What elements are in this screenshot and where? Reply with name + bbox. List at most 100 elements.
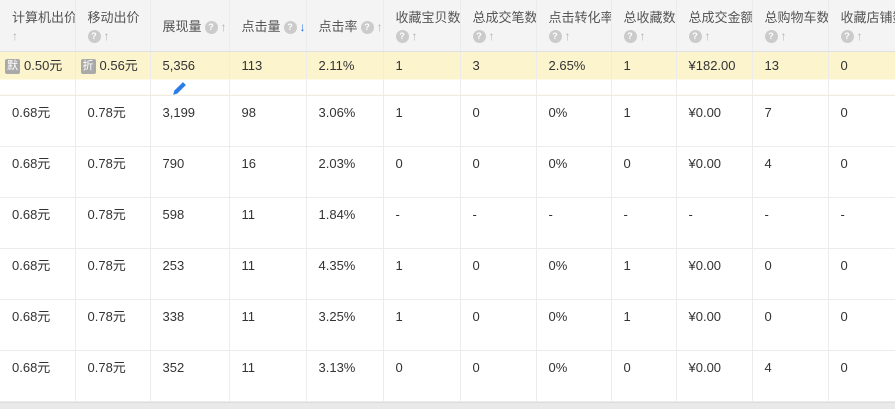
table-row: 0.68元 0.78元 338 11 3.25% 1 0 0% 1 ¥0.00 0 0 [0,299,895,351]
cell-shop_favs: 0 [828,350,895,402]
sort-ascending-icon[interactable]: ↑ [411,28,418,43]
help-icon[interactable]: ? [764,29,778,43]
cell-pc_bid[interactable]: 默 0.50元 [0,51,76,96]
help-icon[interactable]: ? [360,21,374,35]
cell-value: ¥0.00 [688,257,722,273]
sort-ascending-icon[interactable]: ↑ [639,28,646,43]
column-header-clicks[interactable]: 点击量? ↓ [229,0,307,52]
horizontal-scrollbar-track[interactable] [0,401,895,409]
cell-value: 0 [395,155,403,171]
cell-shop_favs: 0 [828,248,895,300]
sort-ascending-icon[interactable]: ↑ [376,20,383,35]
cell-fav_items: 1 [383,299,461,351]
cell-value: - [840,206,845,222]
column-header-ctr[interactable]: 点击率? ↑ [306,0,384,52]
cell-value: 3.06% [318,104,356,120]
cell-conv_rate: 0% [536,299,612,351]
cell-value: 3,199 [162,104,196,120]
cell-value: ¥0.00 [688,155,722,171]
column-header-gmv[interactable]: 总成交金额? ↑ [676,0,753,52]
cell-value: 11 [241,359,256,375]
help-icon[interactable]: ? [623,29,637,43]
cell-value: 0 [764,308,772,324]
sort-ascending-icon[interactable]: ↑ [488,28,495,43]
column-label: 总成交笔数 [472,9,536,25]
help-icon[interactable]: ? [688,29,702,43]
cell-total_favs: 1 [611,299,677,351]
sort-ascending-icon[interactable]: ↑ [564,28,571,43]
sort-descending-icon[interactable]: ↓ [299,20,306,35]
cell-impressions: 253 [150,248,230,300]
cell-value: 3.25% [318,308,356,324]
help-icon[interactable]: ? [548,29,562,43]
sort-ascending-icon[interactable]: ↑ [780,28,787,43]
cell-ctr: 3.25% [306,299,384,351]
cell-value: 0% [548,308,568,324]
column-header-carts[interactable]: 总购物车数? ↑ [752,0,829,52]
cell-impressions: 3,199 [150,95,230,147]
cell-carts: - [752,197,829,249]
sort-ascending-icon[interactable]: ↑ [12,28,18,43]
cell-value: 0% [548,155,568,171]
cell-value: - [688,206,693,222]
help-icon[interactable]: ? [395,29,409,43]
help-icon[interactable]: ? [87,29,101,43]
cell-value: 3 [472,57,480,73]
cell-value: 0.78元 [87,308,126,324]
cell-conv_rate: 0% [536,350,612,402]
sort-ascending-icon[interactable]: ↑ [856,28,863,43]
cell-value: 0 [472,257,480,273]
cell-value: 0 [623,359,631,375]
table-row: 0.68元 0.78元 253 11 4.35% 1 0 0% 1 ¥0.00 0 0 [0,248,895,300]
help-icon[interactable]: ? [283,21,297,35]
cell-pc_bid: 0.68元 [0,146,76,198]
cell-ctr: 3.06% [306,95,384,147]
column-header-mobile_bid[interactable]: 移动出价? ↑ [75,0,151,52]
column-header-shop_favs[interactable]: 收藏店铺数?↑ [828,0,895,52]
column-label: 移动出价 [87,9,140,25]
column-header-pc_bid[interactable]: 计算机出价 ↑ [0,0,76,52]
cell-value: 0 [472,308,480,324]
cell-value: 0 [472,359,480,375]
cell-value: 1 [623,308,631,324]
column-header-conv_rate[interactable]: 点击转化率? ↑ [536,0,612,52]
cell-gmv: ¥0.00 [676,350,753,402]
cell-mobile_bid: 0.78元 [75,248,151,300]
cell-value: 11 [241,257,256,273]
cell-value: - [623,206,628,222]
cell-shop_favs: 0 [828,299,895,351]
cell-carts: 4 [752,350,829,402]
cell-value: 0.56元 [99,57,138,73]
help-icon[interactable]: ? [472,29,486,43]
cell-mobile_bid: 0.78元 [75,146,151,198]
help-icon[interactable]: ? [204,21,218,35]
cell-value: 253 [162,257,185,273]
cell-value: 0 [472,104,480,120]
cell-total_favs: 1 [611,95,677,147]
cell-impressions: 5,356 [150,51,230,96]
column-header-total_favs[interactable]: 总收藏数? ↑ [611,0,677,52]
cell-value: 98 [241,104,256,120]
cell-value: 0% [548,104,568,120]
cell-value: ¥182.00 [688,57,736,73]
help-icon[interactable]: ? [840,29,854,43]
cell-value: 1 [395,308,403,324]
cell-value: ¥0.00 [688,308,722,324]
cell-value: 4 [764,155,772,171]
edit-bid-pencil-icon[interactable] [172,81,187,96]
cell-total_favs: 0 [611,350,677,402]
cell-ctr: 3.13% [306,350,384,402]
cell-value: 0.68元 [12,104,51,120]
column-header-fav_items[interactable]: 收藏宝贝数? ↑ [383,0,461,52]
column-header-impressions[interactable]: 展现量? ↑ [150,0,230,52]
sort-ascending-icon[interactable]: ↑ [103,28,110,43]
sort-ascending-icon[interactable]: ↑ [220,20,227,35]
cell-clicks: 11 [229,299,307,351]
cell-clicks: 11 [229,197,307,249]
cell-mobile_bid[interactable]: 折 0.56元 [75,51,151,96]
column-header-orders[interactable]: 总成交笔数? ↑ [460,0,537,52]
sort-ascending-icon[interactable]: ↑ [704,28,711,43]
cell-fav_items: - [383,197,461,249]
cell-gmv: ¥182.00 [676,51,753,96]
cell-mobile_bid: 0.78元 [75,95,151,147]
